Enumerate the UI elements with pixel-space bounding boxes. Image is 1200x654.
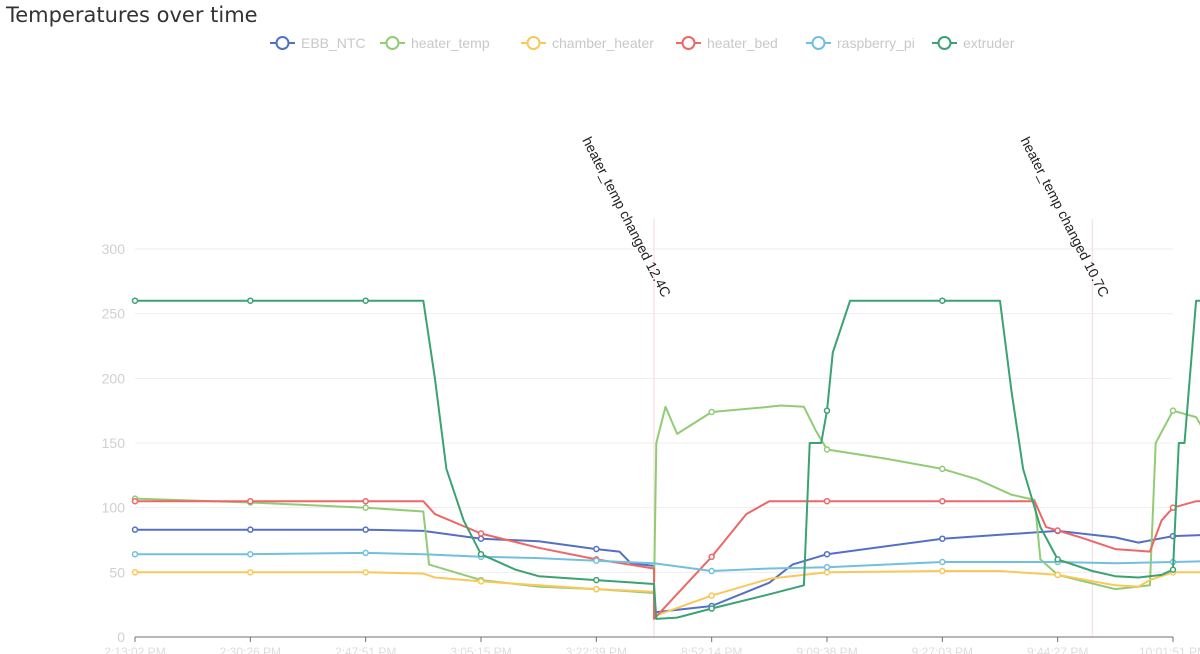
legend-label: heater_bed [707,35,778,51]
series-marker-extruder [823,407,831,414]
series-line-raspberry-pi [135,551,1200,572]
chart-series [131,297,1200,620]
series-marker-ebb-ntc [823,550,831,558]
x-tick-label: 3:22:39 PM [566,645,627,654]
legend-label: chamber_heater [552,35,654,51]
x-tick-label: 2:47:51 PM [335,645,396,654]
x-tick-label: 8:52:14 PM [681,645,742,654]
legend-item-raspberry-pi[interactable]: raspberry_pi [806,35,915,51]
chart-axes: 2:13:02 PM 2:30:26 PM 2:47:51 PM 3:05:15 PM… [104,636,1200,654]
legend-marker [275,36,290,50]
series-marker-extruder [477,550,485,558]
y-tick-label: 50 [109,564,125,580]
series-line-chamber-heater [135,570,1200,618]
x-tick-label: 9:09:38 PM [796,645,857,654]
series-marker-raspberry-pi [939,558,946,566]
series-marker-chamber-heater [708,592,715,599]
series-marker-raspberry-pi [362,549,369,557]
legend-marker [681,36,696,50]
series-marker-chamber-heater [823,569,831,576]
legend-item-heater-bed[interactable]: heater_bed [676,35,778,51]
series-marker-heater-bed [131,497,139,505]
x-tick-label: 9:27:03 PM [912,645,973,654]
series-marker-extruder [247,297,254,304]
series-line-ebb-ntc [135,528,1200,614]
y-tick-label: 100 [102,500,126,516]
legend-marker [937,36,952,50]
series-marker-extruder [362,297,369,304]
series-marker-raspberry-pi [131,550,139,558]
y-tick-label: 300 [102,241,126,257]
series-marker-chamber-heater [247,569,254,576]
series-marker-extruder [131,297,139,304]
annotation-label: heater_temp changed 10.7C [1018,134,1113,299]
series-marker-ebb-ntc [593,545,600,553]
series-marker-ebb-ntc [477,535,485,542]
y-tick-label: 150 [102,435,126,451]
series-marker-ebb-ntc [939,535,946,542]
series-marker-chamber-heater [131,569,139,576]
legend-item-chamber-heater[interactable]: chamber_heater [521,35,654,51]
chart-grid: 0 50 100 150 200 250 300 [102,241,1173,645]
legend-label: raspberry_pi [837,35,915,51]
series-marker-raspberry-pi [823,563,831,571]
series-marker-heater-bed [939,497,946,505]
series-marker-ebb-ntc [131,526,139,533]
legend-marker [385,36,400,50]
series-line-heater-bed [135,500,1200,620]
x-tick-label: 3:05:15 PM [450,645,511,654]
series-line-extruder [135,299,1200,620]
legend-marker [811,36,826,50]
series-marker-chamber-heater [477,578,485,585]
series-marker-raspberry-pi [708,567,715,575]
y-tick-label: 0 [117,629,125,645]
x-tick-label: 2:30:26 PM [220,645,281,654]
x-tick-label: 10:01:51 PM [1139,645,1200,654]
legend-label: extruder [963,35,1015,51]
series-marker-heater-temp [823,446,831,453]
y-tick-label: 200 [102,370,126,386]
series-marker-heater-temp [1169,407,1177,414]
series-marker-heater-bed [708,553,715,561]
legend-item-extruder[interactable]: extruder [932,35,1015,51]
series-marker-chamber-heater [939,567,946,575]
legend-marker [526,36,541,50]
series-marker-heater-bed [823,497,831,505]
series-marker-chamber-heater [362,569,369,576]
series-marker-heater-bed [247,497,254,505]
series-marker-heater-temp [708,408,715,416]
series-marker-raspberry-pi [593,557,600,564]
series-marker-heater-bed [362,497,369,505]
series-marker-chamber-heater [1054,571,1061,579]
legend-item-ebb-ntc[interactable]: EBB_NTC [270,35,366,51]
series-marker-extruder [593,576,600,584]
series-marker-chamber-heater [593,585,600,593]
series-marker-raspberry-pi [247,550,254,558]
series-marker-heater-bed [1169,504,1177,511]
series-marker-ebb-ntc [362,526,369,533]
series-marker-extruder [708,605,715,612]
x-tick-label: 9:44:27 PM [1027,645,1088,654]
series-marker-extruder [1169,566,1177,573]
legend-label: heater_temp [411,35,490,51]
series-marker-heater-bed [1054,527,1061,534]
x-tick-label: 2:13:02 PM [104,645,165,654]
annotation-label: heater_temp changed 12.4C [579,134,674,299]
legend-label: EBB_NTC [301,35,366,51]
y-tick-label: 250 [102,306,126,322]
series-marker-heater-bed [477,530,485,537]
series-marker-extruder [1054,556,1061,563]
series-marker-heater-temp [939,465,946,473]
series-marker-heater-temp [362,504,369,511]
legend-item-heater-temp[interactable]: heater_temp [380,35,490,51]
series-marker-extruder [939,297,946,304]
chart-legend: EBB_NTC heater_temp chamber_heater heater_b… [270,35,1015,51]
series-marker-ebb-ntc [247,526,254,533]
chart-title: Temperatures over time [5,3,258,27]
